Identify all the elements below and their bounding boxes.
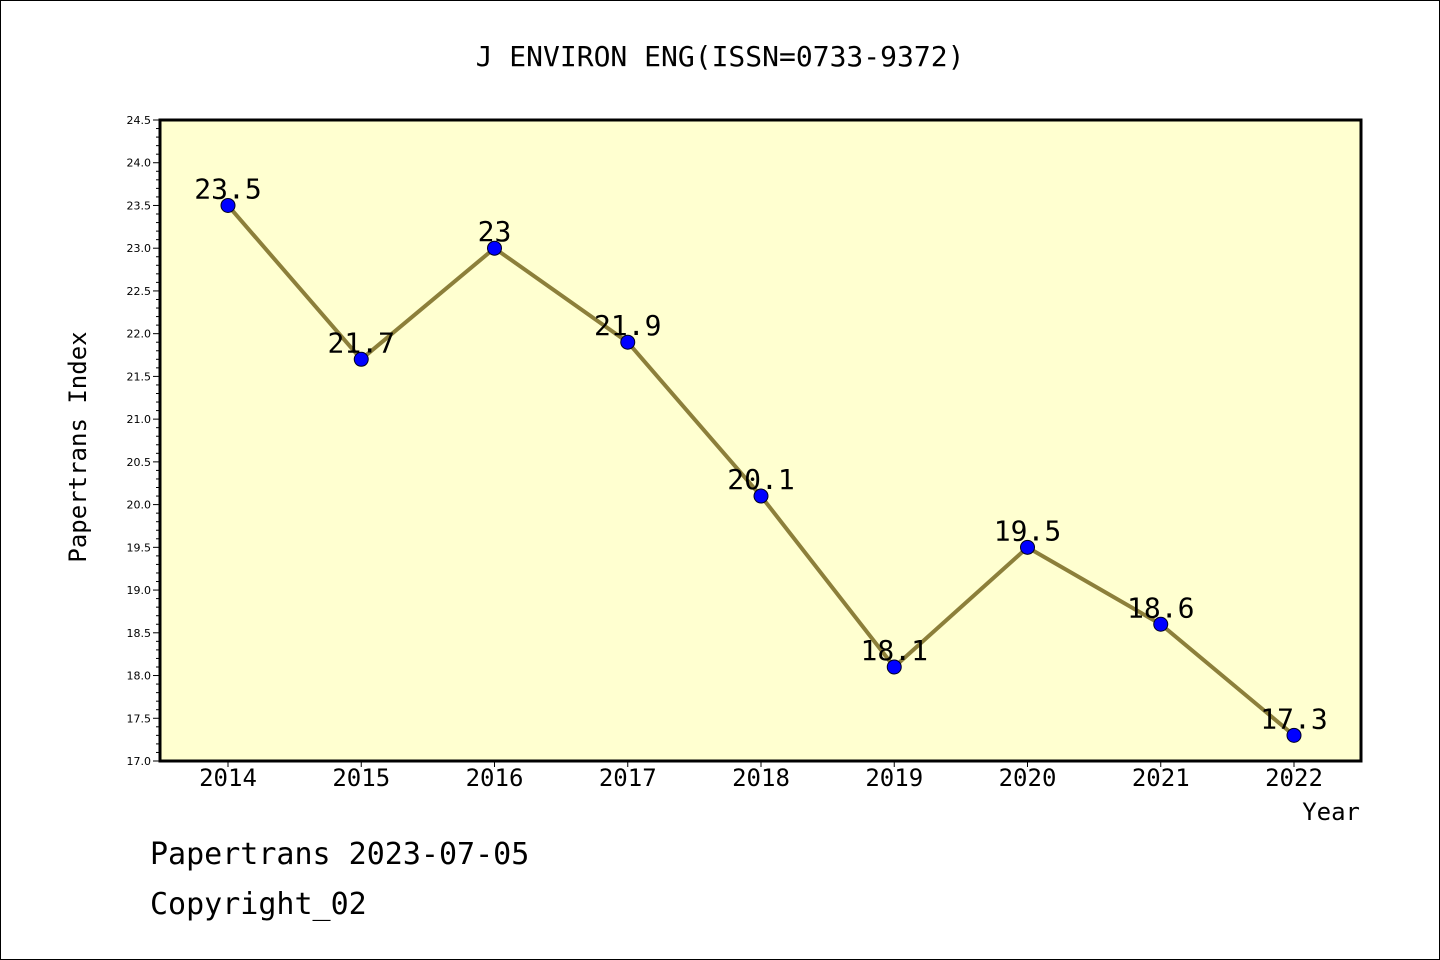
x-tick-label: 2021 bbox=[1132, 764, 1190, 792]
y-tick-label: 17.5 bbox=[127, 712, 152, 725]
data-label: 18.6 bbox=[1127, 591, 1194, 624]
y-tick-label: 22.0 bbox=[127, 328, 152, 341]
data-label: 23.5 bbox=[194, 172, 261, 205]
y-tick-label: 20.5 bbox=[127, 456, 152, 469]
y-tick-label: 21.5 bbox=[127, 370, 152, 383]
footer-copyright: Copyright_02 bbox=[150, 887, 367, 922]
plot-border bbox=[158, 118, 1363, 763]
x-tick-label: 2014 bbox=[199, 764, 257, 792]
x-tick-label: 2015 bbox=[332, 764, 390, 792]
data-point bbox=[886, 659, 902, 675]
x-tick-label: 2018 bbox=[732, 764, 790, 792]
y-tick-label: 18.0 bbox=[127, 670, 152, 683]
footer-date: Papertrans 2023-07-05 bbox=[150, 837, 529, 872]
x-tick-label: 2020 bbox=[999, 764, 1057, 792]
data-point bbox=[753, 488, 769, 504]
data-points bbox=[220, 197, 1302, 743]
x-tick-label: 2019 bbox=[865, 764, 923, 792]
data-label: 23 bbox=[478, 215, 512, 248]
data-label: 20.1 bbox=[727, 463, 794, 496]
y-tick-label: 20.0 bbox=[127, 499, 152, 512]
data-label: 18.1 bbox=[861, 634, 928, 667]
data-point bbox=[220, 197, 236, 213]
data-label: 21.9 bbox=[594, 309, 661, 342]
plot-area bbox=[160, 120, 1361, 761]
y-tick-label: 19.0 bbox=[127, 584, 152, 597]
y-tick-label: 19.5 bbox=[127, 541, 152, 554]
data-point bbox=[620, 334, 636, 350]
data-point bbox=[1286, 727, 1302, 743]
data-label: 19.5 bbox=[994, 514, 1061, 547]
data-point bbox=[353, 351, 369, 367]
data-point bbox=[487, 240, 502, 256]
x-tick-label: 2017 bbox=[599, 764, 657, 792]
y-tick-label: 23.5 bbox=[127, 199, 152, 212]
y-tick-label: 24.5 bbox=[127, 114, 152, 127]
data-labels: 23.5 21.7 23 21.9 20.1 18.1 19.5 18.6 17.3 bbox=[194, 172, 1327, 735]
chart-title: J ENVIRON ENG(ISSN=0733-9372) bbox=[476, 40, 965, 73]
data-label: 21.7 bbox=[328, 326, 395, 359]
y-tick-label: 21.0 bbox=[127, 413, 152, 426]
y-tick-label: 22.5 bbox=[127, 285, 152, 298]
axis-ticks: 17.0 17.5 18.0 18.5 19.0 19.5 20.0 20.5 21.0 21.5… bbox=[127, 114, 1323, 792]
y-tick-label: 18.5 bbox=[127, 627, 152, 640]
data-point bbox=[1153, 616, 1169, 632]
y-tick-label: 17.0 bbox=[127, 755, 152, 768]
x-tick-label: 2022 bbox=[1265, 764, 1323, 792]
x-tick-label: 2016 bbox=[466, 764, 524, 792]
data-label: 17.3 bbox=[1260, 702, 1327, 735]
y-axis-label: Papertrans Index bbox=[64, 331, 92, 562]
x-axis-label: Year bbox=[1302, 798, 1360, 826]
y-tick-label: 23.0 bbox=[127, 242, 152, 255]
data-point bbox=[1020, 539, 1035, 555]
y-tick-label: 24.0 bbox=[127, 157, 152, 170]
